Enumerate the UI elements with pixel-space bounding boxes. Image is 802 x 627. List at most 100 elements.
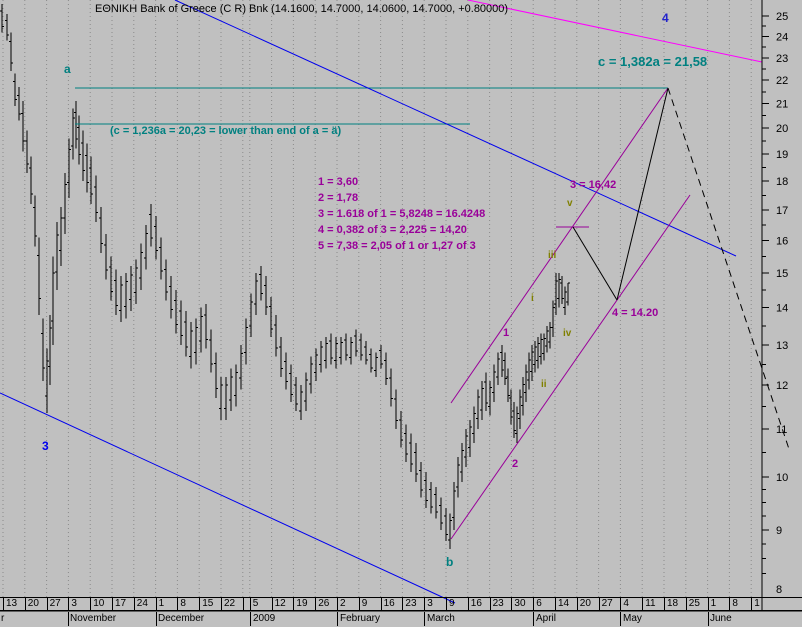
- label-subwave-i: i: [531, 293, 534, 304]
- month-separator: [337, 612, 338, 626]
- black-projection-4-to-5: [616, 87, 669, 301]
- week-date-cell: 8: [729, 598, 751, 611]
- label-wave-4-blue: 4: [662, 11, 669, 25]
- month-label: r: [1, 613, 5, 624]
- week-date-cell: 23: [402, 598, 424, 611]
- week-date-cell: 20: [576, 598, 599, 611]
- week-date-cell: 8: [177, 598, 199, 611]
- y-axis-label: 8: [776, 584, 782, 596]
- week-date-cell: 25: [685, 598, 708, 611]
- y-axis-label: 12: [776, 380, 788, 392]
- week-date-cell: [242, 598, 250, 611]
- week-date-cell: 11: [642, 598, 664, 611]
- label-c-1382a: c = 1,382a = 21,58: [598, 54, 708, 69]
- y-axis-label: 24: [776, 31, 788, 43]
- month-separator: [424, 612, 426, 626]
- month-label: April: [536, 613, 557, 624]
- week-date-cell: 24: [133, 598, 156, 611]
- week-date-cell: 10: [90, 598, 112, 611]
- week-date-cell: 13: [3, 598, 25, 611]
- y-axis-label: 16: [776, 235, 788, 247]
- week-date-cell: 16: [467, 598, 490, 611]
- month-separator: [249, 612, 251, 626]
- x-axis-month-row: r November December 2009 February March April M…: [0, 612, 802, 627]
- label-wave-3-blue: 3: [42, 439, 49, 453]
- black-projection-decline-dashed: [667, 87, 791, 453]
- week-date-cell: 5: [249, 598, 272, 611]
- month-label: June: [710, 613, 732, 624]
- y-axis-label: 15: [776, 268, 788, 280]
- label-wave4-target: 4 = 14.20: [612, 307, 659, 319]
- month-label: February: [340, 613, 381, 624]
- week-date-cell: 23: [489, 598, 512, 611]
- equation-line-4: 4 = 0,382 of 3 = 2,225 = 14,20: [318, 224, 467, 236]
- week-date-cell: 2: [337, 598, 359, 611]
- week-date-cell: 3: [424, 598, 446, 611]
- label-subwave-ii: ii: [541, 379, 547, 390]
- label-wave-2: 2: [512, 458, 519, 470]
- note-c-1236a: (c = 1,236a = 20,23 = lower than end of …: [110, 125, 342, 137]
- week-date-cell: 27: [598, 598, 621, 611]
- y-axis-label: 11: [776, 424, 787, 436]
- month-label: 2009: [253, 613, 276, 624]
- week-date-cell: 26: [315, 598, 337, 611]
- y-axis-label: 13: [776, 340, 788, 352]
- week-date-cell: 1: [707, 598, 730, 611]
- y-axis-label: 25: [776, 11, 788, 23]
- week-date-cell: 9: [446, 598, 468, 611]
- week-date-cell: 12: [271, 598, 294, 611]
- month-separator: [620, 612, 622, 626]
- equation-line-2: 2 = 1,78: [318, 192, 359, 204]
- month-label: March: [427, 613, 455, 624]
- label-subwave-iii: iii: [548, 250, 557, 261]
- week-date-cell: 1: [155, 598, 178, 611]
- month-label: May: [623, 613, 642, 624]
- y-axis-label: 21: [776, 99, 788, 111]
- week-date-cell: 6: [533, 598, 555, 611]
- month-separator: [533, 612, 535, 626]
- equation-line-1: 1 = 3,60: [318, 176, 359, 188]
- chart-title: ΕΘΝΙΚΗ Bank of Greece (C R) Bnk (14.1600…: [95, 3, 509, 15]
- blue-downtrend-lower: [0, 392, 456, 604]
- purple-channel-upper: [450, 87, 669, 404]
- y-axis-label: 20: [776, 123, 788, 135]
- pink-downtrend-top: [467, 0, 763, 63]
- week-date-cell: 15: [199, 598, 221, 611]
- month-label: November: [70, 613, 117, 624]
- week-date-cell: 14: [555, 598, 577, 611]
- label-wave-1: 1: [503, 327, 510, 339]
- label-subwave-v: v: [567, 198, 573, 209]
- week-date-cell: 16: [380, 598, 403, 611]
- y-axis-label: 22: [776, 75, 788, 87]
- month-label: December: [158, 613, 205, 624]
- label-wave3-target: 3 = 16,42: [570, 179, 617, 191]
- y-axis-label: 9: [776, 525, 782, 537]
- month-separator: [155, 612, 157, 626]
- y-axis-label: 19: [776, 149, 788, 161]
- y-axis-label: 14: [776, 303, 788, 315]
- label-subwave-iv: iv: [563, 328, 572, 339]
- week-date-cell: 18: [664, 598, 686, 611]
- black-projection-3-to-4: [572, 226, 618, 301]
- price-bars: [0, 4, 570, 550]
- week-date-cell: 17: [112, 598, 134, 611]
- x-axis-week-row: 13 20 27 3 10 17 24 1 8 15 22 5 12 19 26 2 9 16 23 3 9 16 23 30…: [0, 597, 802, 611]
- week-date-cell: 4: [620, 598, 642, 611]
- week-date-cell: 9: [358, 598, 381, 611]
- y-axis-label: 18: [776, 176, 788, 188]
- week-date-cell: 27: [46, 598, 69, 611]
- week-date-cell: 20: [24, 598, 47, 611]
- label-wave-a: a: [64, 62, 71, 76]
- week-date-cell: 3: [68, 598, 90, 611]
- week-date-cell: 19: [293, 598, 315, 611]
- y-axis-label: 10: [776, 472, 788, 484]
- purple-channel-lower: [450, 194, 691, 540]
- blue-downtrend-upper: [174, 0, 737, 257]
- label-wave-b: b: [446, 555, 454, 569]
- week-date-cell: 30: [511, 598, 533, 611]
- month-separator: [68, 612, 70, 626]
- equation-line-3: 3 = 1.618 of 1 = 5,8248 = 16.4248: [318, 208, 486, 220]
- y-axis-label: 23: [776, 53, 788, 65]
